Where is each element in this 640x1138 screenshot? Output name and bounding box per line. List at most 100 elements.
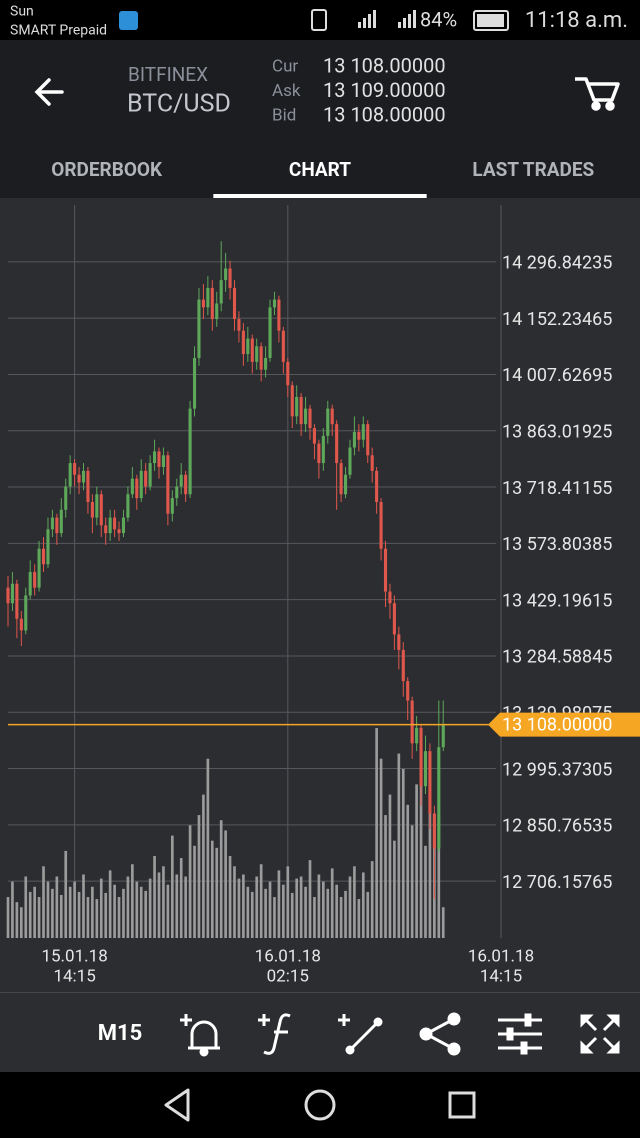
share-button[interactable] [419, 1012, 461, 1056]
volume-bar [370, 861, 374, 938]
volume-bar [321, 881, 325, 938]
candle-body [286, 361, 290, 386]
volume-bar [361, 872, 365, 938]
indicator-button[interactable] [258, 1013, 291, 1055]
volume-bar [379, 758, 383, 938]
x-tick-label: 14:15 [480, 966, 522, 986]
candle-body [188, 408, 192, 495]
toolbar-icons [180, 1012, 620, 1057]
candle-body [59, 509, 63, 534]
candle-body [335, 424, 339, 464]
volume-bar [184, 876, 187, 938]
candle-body [419, 727, 423, 787]
candle-body [210, 287, 214, 320]
volume-bar [157, 872, 161, 938]
candle-body [237, 319, 241, 331]
volume-bar [264, 888, 267, 938]
volume-bar [224, 830, 227, 938]
candle-body [64, 486, 68, 510]
volume-bar [339, 897, 343, 938]
volume-bar [95, 899, 99, 938]
volume-bar [28, 891, 32, 938]
tab[interactable]: LAST TRADES [472, 158, 594, 181]
alert-button[interactable] [180, 1014, 220, 1057]
volume-bar [384, 815, 387, 938]
volume-bar [237, 878, 241, 938]
y-tick-label: 13 573.80385 [502, 534, 612, 555]
candle-body [33, 572, 37, 588]
candle-body [304, 408, 308, 425]
cart-button[interactable] [575, 77, 620, 111]
volume-bar [6, 897, 10, 938]
draw-button[interactable] [338, 1014, 383, 1055]
volume-bar [357, 899, 361, 938]
clock: 11:18 a.m. [525, 8, 628, 33]
volume-bar [437, 815, 441, 938]
pair: BTC/USD [127, 90, 231, 119]
nav-back[interactable] [164, 1088, 190, 1122]
volume-bar [317, 874, 321, 938]
candle-body [197, 299, 201, 358]
volume-bar [313, 897, 316, 938]
volume-bar [210, 840, 214, 938]
candle-body [135, 478, 139, 499]
battery-icon [473, 10, 509, 31]
candle-body [37, 548, 41, 588]
volume-bar [259, 864, 263, 938]
settings-button[interactable] [498, 1013, 542, 1055]
volume-bar [397, 753, 401, 938]
candle-body [410, 700, 414, 744]
candle-body [15, 583, 19, 619]
quotes: Cur 13 108.00000 Ask 13 109.00000 Bid 13 108.… [272, 53, 446, 126]
volume-bar [393, 840, 396, 938]
volume-bar [144, 890, 148, 938]
candle-body [241, 330, 245, 355]
y-tick-label: 14 007.62695 [502, 365, 612, 386]
volume-bar [99, 878, 103, 938]
tab[interactable]: CHART [289, 158, 351, 181]
volume-bar [348, 876, 352, 938]
candle-body [437, 747, 441, 849]
volume-bar [406, 804, 410, 938]
price-tag [488, 712, 640, 737]
volume-bar [15, 902, 19, 938]
x-tick-label: 16.01.18 [468, 946, 534, 966]
nav-bar [0, 1072, 640, 1138]
volume-bar [135, 881, 139, 938]
y-tick-label: 13 284.58845 [502, 647, 612, 668]
candle-body [46, 529, 50, 565]
volume-bar [308, 860, 312, 938]
back-button[interactable] [34, 78, 64, 106]
candle-body [357, 431, 361, 440]
y-tick-label: 12 850.76535 [502, 816, 612, 837]
candle-body [126, 494, 130, 518]
volume-bar [113, 884, 116, 938]
timeframe[interactable]: M15 [98, 1021, 143, 1046]
volume-bar [33, 886, 36, 938]
candle-body [166, 455, 170, 514]
nav-home[interactable] [304, 1089, 336, 1121]
volume-bar [277, 870, 281, 938]
network: SMART Prepaid [10, 23, 107, 39]
candle-body [10, 583, 14, 604]
quote-label: Ask [272, 81, 301, 101]
volume-bar [353, 866, 356, 938]
candle-body [343, 474, 348, 495]
volume-bar [193, 845, 196, 938]
candle-body [144, 470, 148, 487]
candle-body [326, 408, 330, 436]
volume-bar [19, 907, 23, 938]
candle-body [392, 603, 396, 635]
candle-body [219, 280, 223, 304]
candle-body [19, 618, 23, 631]
fullscreen-button[interactable] [580, 1014, 620, 1054]
battery-fill [477, 14, 504, 27]
volume-bar [290, 892, 294, 938]
nav-recent[interactable] [448, 1091, 476, 1119]
candle-body [255, 346, 259, 362]
tab[interactable]: ORDERBOOK [51, 158, 163, 181]
y-tick-label: 13 863.01925 [502, 422, 612, 443]
candle-body [264, 357, 268, 370]
volume-bar [117, 897, 121, 938]
